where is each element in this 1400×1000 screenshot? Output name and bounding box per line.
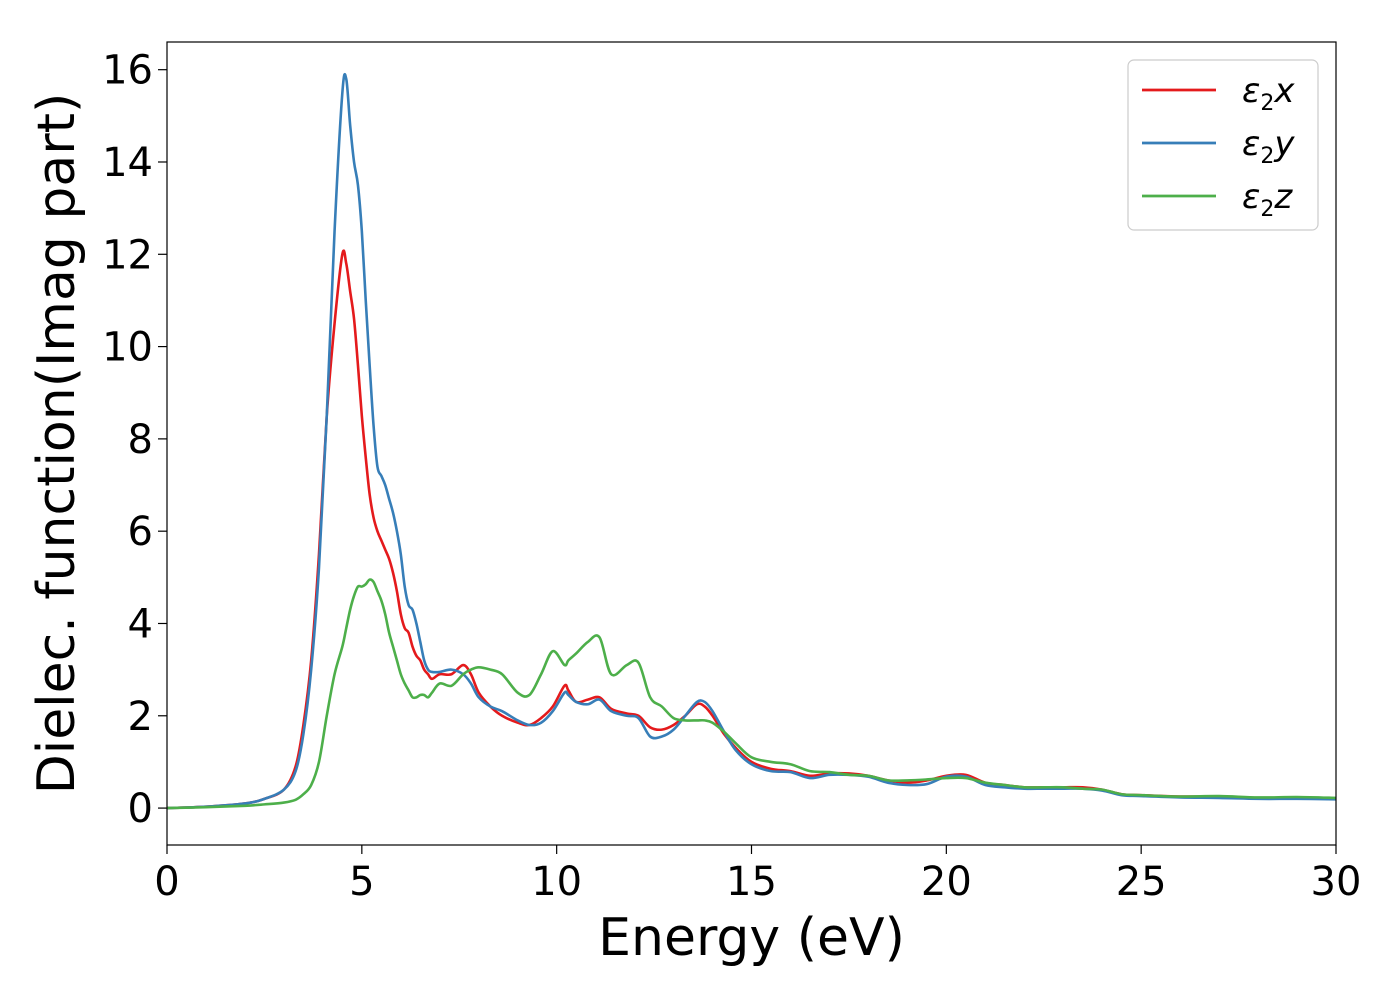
y-tick-label: 16 (102, 48, 153, 94)
x-tick-label: 5 (349, 859, 374, 905)
series-line-3 (167, 578, 1336, 810)
x-axis-label: Energy (eV) (598, 908, 905, 968)
y-tick-label: 12 (102, 232, 153, 278)
x-axis: 0 5 10 15 20 25 30 (154, 845, 1361, 905)
x-tick-label: 10 (531, 859, 582, 905)
y-tick-label: 14 (102, 140, 153, 186)
y-tick-label: 0 (128, 786, 153, 832)
x-tick-label: 15 (726, 859, 777, 905)
y-axis: 0 2 4 6 8 10 12 14 16 (102, 48, 167, 832)
y-axis-label: Dielec. function(Imag part) (27, 93, 87, 795)
x-tick-label: 20 (921, 859, 972, 905)
y-tick-label: 8 (128, 417, 153, 463)
legend: ε2x ε2y ε2z (1127, 59, 1319, 231)
series-layer (167, 72, 1336, 810)
series-line-2 (167, 72, 1336, 810)
y-tick-label: 4 (128, 601, 153, 647)
y-tick-label: 2 (128, 694, 153, 740)
legend-box (1127, 59, 1319, 231)
legend-label-1: ε2x (1242, 71, 1295, 116)
legend-label-2: ε2y (1242, 124, 1295, 169)
x-tick-label: 25 (1116, 859, 1167, 905)
y-tick-label: 6 (128, 509, 153, 555)
x-tick-label: 0 (154, 859, 179, 905)
y-tick-label: 10 (102, 325, 153, 371)
x-tick-label: 30 (1311, 859, 1362, 905)
legend-label-3: ε2z (1242, 177, 1293, 222)
